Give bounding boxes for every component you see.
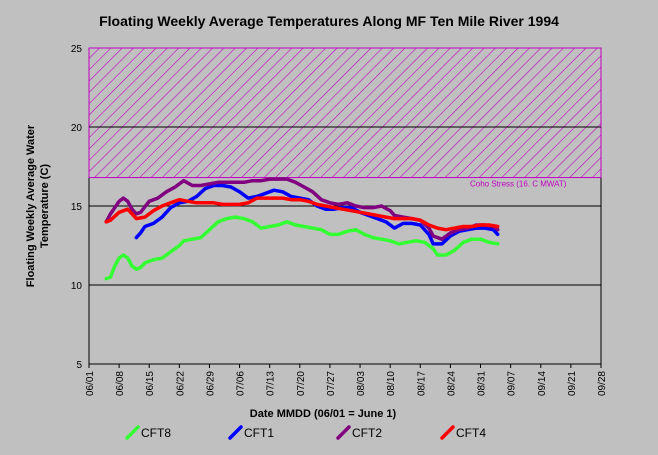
x-tick-label: 07/27 xyxy=(326,371,337,396)
y-tick-label: 25 xyxy=(71,44,83,55)
legend-swatch-cft2 xyxy=(336,425,351,440)
x-tick-label: 07/06 xyxy=(236,371,247,396)
legend-swatch-cft4 xyxy=(440,425,455,440)
chart-title: Floating Weekly Average Temperatures Alo… xyxy=(99,13,559,29)
y-axis-label-line2: Temperature (C) xyxy=(39,164,51,248)
legend-label-cft2: CFT2 xyxy=(352,426,382,440)
x-tick-label: 08/03 xyxy=(356,371,367,396)
x-tick-label: 09/28 xyxy=(597,371,608,396)
stress-band-label: Coho Stress (16. C MWAT) xyxy=(470,180,567,189)
x-tick-label: 09/21 xyxy=(567,371,578,396)
x-tick-label: 07/20 xyxy=(296,371,307,396)
series-line-cft2 xyxy=(104,177,500,241)
stress-band-area xyxy=(88,47,602,179)
x-tick-label: 07/13 xyxy=(266,371,277,396)
series-line-cft4 xyxy=(104,196,500,232)
y-axis-label: Floating Weekly Average Water Temperatur… xyxy=(25,124,51,287)
legend-label-cft1: CFT1 xyxy=(244,426,274,440)
x-tick-label: 08/24 xyxy=(446,371,457,396)
x-axis-label: Date MMDD (06/01 = June 1) xyxy=(250,408,397,420)
x-tick-label: 09/07 xyxy=(507,371,518,396)
legend-swatch-cft8 xyxy=(125,425,140,440)
y-ticks: 5 10 15 20 25 xyxy=(71,44,83,371)
x-tick-label: 06/22 xyxy=(175,371,186,396)
x-tick-label: 06/08 xyxy=(115,371,126,396)
series-line-cft8 xyxy=(104,215,500,281)
y-axis-label-line1: Floating Weekly Average Water xyxy=(25,124,37,287)
x-tick-label: 09/14 xyxy=(537,371,548,396)
legend: CFT8 CFT1 CFT2 CFT4 xyxy=(125,425,486,440)
legend-swatch-cft1 xyxy=(228,425,243,440)
y-tick-label: 15 xyxy=(71,202,83,213)
stress-band: Coho Stress (16. C MWAT) xyxy=(88,47,602,189)
y-tick-label: 20 xyxy=(71,123,83,134)
y-tick-label: 5 xyxy=(76,360,82,371)
x-tick-label: 06/29 xyxy=(205,371,216,396)
legend-label-cft8: CFT8 xyxy=(141,426,171,440)
x-tick-label: 06/01 xyxy=(85,371,96,396)
legend-label-cft4: CFT4 xyxy=(456,426,486,440)
y-tick-label: 10 xyxy=(71,281,83,292)
series-lines xyxy=(104,177,500,281)
x-tick-label: 08/10 xyxy=(386,371,397,396)
x-tick-label: 08/31 xyxy=(477,371,488,396)
x-ticks: 06/01 06/08 06/15 06/22 06/29 07/06 07/13 07/20… xyxy=(85,364,608,396)
x-tick-label: 06/15 xyxy=(145,371,156,396)
x-tick-label: 08/17 xyxy=(416,371,427,396)
